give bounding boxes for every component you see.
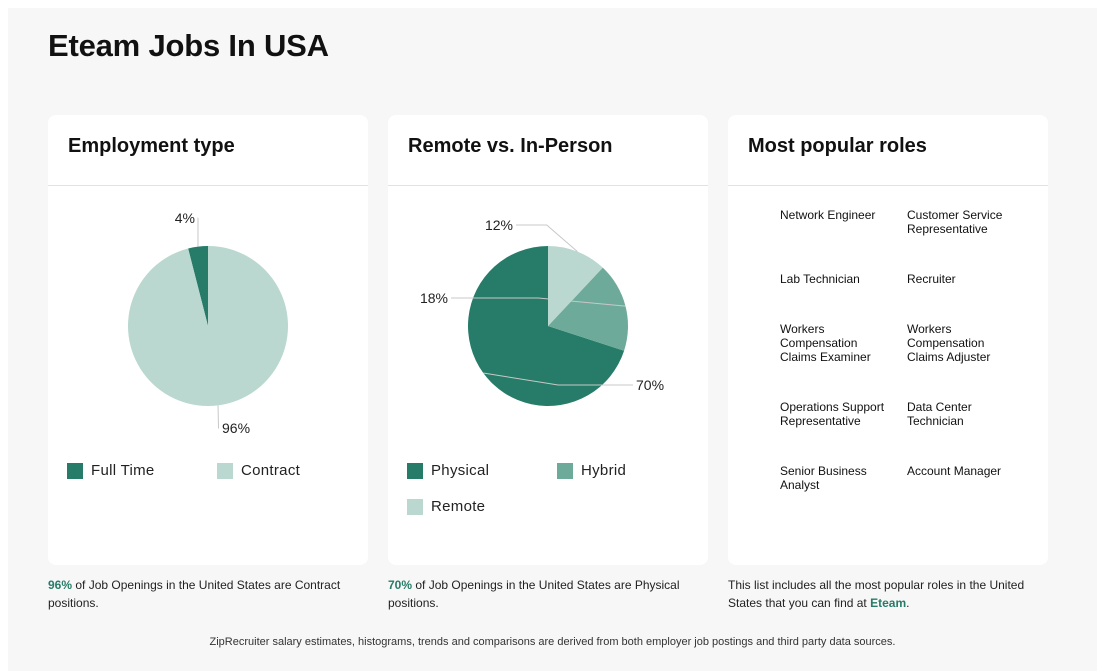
role-item[interactable]: Data Center Technician	[907, 400, 972, 428]
remote-vs-in-person-caption: 70% of Job Openings in the United States…	[388, 576, 698, 612]
employment-type-title: Employment type	[68, 135, 235, 157]
role-item[interactable]: Customer Service Representative	[907, 208, 1003, 236]
slice-leader-line	[451, 297, 626, 307]
page-title: Eteam Jobs In USA	[48, 28, 329, 63]
footer-note: ZipRecruiter salary estimates, histogram…	[209, 636, 896, 648]
legend-item-contract: Contract	[217, 462, 300, 479]
caption-text: .	[906, 596, 910, 610]
employment-type-pie-chart: 4% 96%	[128, 210, 289, 436]
slice-label: 4%	[175, 210, 195, 226]
legend-label: Contract	[241, 462, 301, 479]
legend-swatch	[407, 498, 423, 515]
legend-swatch	[217, 462, 233, 479]
page: Eteam Jobs In USA Employment type 4% 96% …	[8, 8, 1097, 671]
slice-leader-line	[483, 372, 633, 386]
pie-slice-hybrid	[548, 267, 628, 351]
caption-text: This list includes all the most popular …	[728, 578, 1025, 610]
remote-vs-in-person-pie-chart: 70% 18% 12%	[420, 217, 664, 406]
pie-slice-remote	[548, 246, 603, 326]
role-item[interactable]: Senior Business Analyst	[780, 464, 867, 492]
role-item[interactable]: Network Engineer	[780, 208, 876, 222]
caption-text: of Job Openings in the United States are…	[388, 578, 680, 610]
legend-item-hybrid: Hybrid	[557, 462, 626, 479]
divider	[388, 185, 708, 186]
legend-label: Full Time	[91, 462, 155, 479]
divider	[728, 185, 1048, 186]
legend-label: Physical	[431, 462, 490, 479]
pie-slice-contract	[128, 246, 289, 406]
legend-item-physical: Physical	[407, 462, 489, 479]
employment-type-card: Employment type 4% 96% Full Time Contract	[48, 115, 368, 565]
slice-label: 18%	[420, 290, 448, 306]
slice-leader-line	[516, 224, 578, 252]
legend-item-remote: Remote	[407, 498, 485, 515]
brand-link[interactable]: Eteam	[870, 596, 907, 610]
legend-label: Remote	[431, 498, 486, 515]
remote-vs-in-person-card: Remote vs. In-Person 70% 18% 12% Physical …	[388, 115, 708, 565]
slice-leader-line	[217, 405, 220, 429]
divider	[48, 185, 368, 186]
pie-slice-physical	[468, 246, 625, 406]
pie-slice-full-time	[188, 246, 208, 326]
slice-label: 96%	[222, 420, 250, 436]
popular-roles-card: Most popular roles Network Engineer Cust…	[728, 115, 1048, 565]
popular-roles-caption: This list includes all the most popular …	[728, 576, 1048, 612]
legend-label: Hybrid	[581, 462, 627, 479]
role-item[interactable]: Lab Technician	[780, 272, 860, 286]
role-item[interactable]: Operations Support Representative	[780, 400, 885, 428]
caption-text: of Job Openings in the United States are…	[48, 578, 341, 610]
role-item[interactable]: Recruiter	[907, 272, 956, 286]
caption-percent: 70%	[388, 578, 413, 592]
caption-percent: 96%	[48, 578, 73, 592]
slice-label: 12%	[485, 217, 513, 233]
role-item[interactable]: Workers Compensation Claims Examiner	[780, 322, 871, 364]
legend-swatch	[557, 462, 573, 479]
slice-label: 70%	[636, 377, 664, 393]
legend-item-full-time: Full Time	[67, 462, 155, 479]
employment-type-caption: 96% of Job Openings in the United States…	[48, 576, 358, 612]
legend-swatch	[407, 462, 423, 479]
role-item[interactable]: Workers Compensation Claims Adjuster	[907, 322, 991, 364]
popular-roles-title: Most popular roles	[748, 135, 927, 157]
legend-swatch	[67, 462, 83, 479]
role-item[interactable]: Account Manager	[907, 464, 1002, 478]
remote-vs-in-person-title: Remote vs. In-Person	[408, 135, 613, 157]
